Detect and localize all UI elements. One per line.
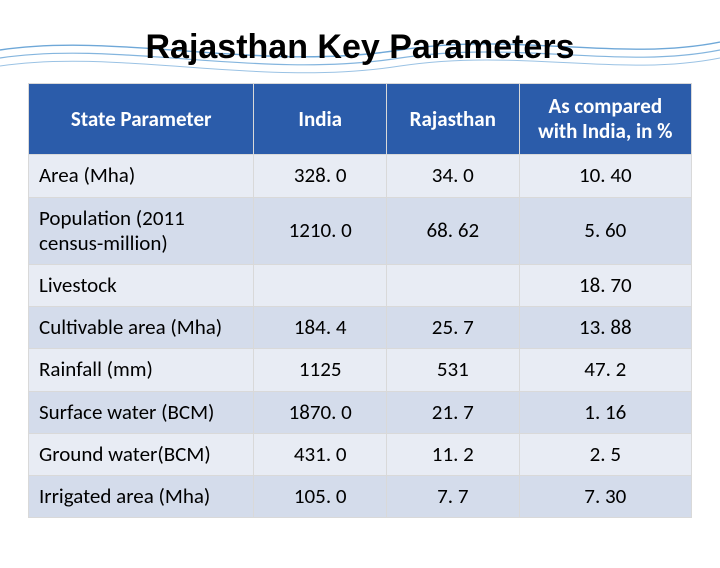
cell-rajasthan: 68. 62 [387, 197, 520, 264]
cell-param: Livestock [29, 264, 254, 306]
cell-rajasthan: 25. 7 [387, 307, 520, 349]
col-header-percent: As compared with India, in % [519, 84, 691, 155]
cell-pct: 7. 30 [519, 475, 691, 517]
cell-pct: 18. 70 [519, 264, 691, 306]
cell-india: 1870. 0 [254, 391, 387, 433]
col-header-parameter: State Parameter [29, 84, 254, 155]
cell-pct: 10. 40 [519, 155, 691, 197]
cell-rajasthan: 34. 0 [387, 155, 520, 197]
table-row: Ground water(BCM) 431. 0 11. 2 2. 5 [29, 433, 692, 475]
table-row: Surface water (BCM) 1870. 0 21. 7 1. 16 [29, 391, 692, 433]
cell-pct: 1. 16 [519, 391, 691, 433]
cell-pct: 5. 60 [519, 197, 691, 264]
cell-india: 328. 0 [254, 155, 387, 197]
cell-rajasthan: 21. 7 [387, 391, 520, 433]
cell-param: Area (Mha) [29, 155, 254, 197]
col-header-india: India [254, 84, 387, 155]
table-container: State Parameter India Rajasthan As compa… [0, 83, 720, 518]
table-row: Area (Mha) 328. 0 34. 0 10. 40 [29, 155, 692, 197]
cell-pct: 2. 5 [519, 433, 691, 475]
table-row: Irrigated area (Mha) 105. 0 7. 7 7. 30 [29, 475, 692, 517]
cell-param: Ground water(BCM) [29, 433, 254, 475]
cell-rajasthan [387, 264, 520, 306]
cell-pct: 13. 88 [519, 307, 691, 349]
cell-rajasthan: 11. 2 [387, 433, 520, 475]
cell-pct: 47. 2 [519, 349, 691, 391]
cell-param: Surface water (BCM) [29, 391, 254, 433]
cell-rajasthan: 7. 7 [387, 475, 520, 517]
table-row: Rainfall (mm) 1125 531 47. 2 [29, 349, 692, 391]
cell-india: 184. 4 [254, 307, 387, 349]
cell-india: 105. 0 [254, 475, 387, 517]
parameters-table: State Parameter India Rajasthan As compa… [28, 83, 692, 518]
cell-rajasthan: 531 [387, 349, 520, 391]
cell-param: Population (2011 census-million) [29, 197, 254, 264]
cell-param: Rainfall (mm) [29, 349, 254, 391]
cell-india [254, 264, 387, 306]
table-row: Livestock 18. 70 [29, 264, 692, 306]
cell-param: Cultivable area (Mha) [29, 307, 254, 349]
cell-india: 431. 0 [254, 433, 387, 475]
table-body: Area (Mha) 328. 0 34. 0 10. 40 Populatio… [29, 155, 692, 518]
cell-india: 1125 [254, 349, 387, 391]
table-header-row: State Parameter India Rajasthan As compa… [29, 84, 692, 155]
cell-param: Irrigated area (Mha) [29, 475, 254, 517]
col-header-rajasthan: Rajasthan [387, 84, 520, 155]
cell-india: 1210. 0 [254, 197, 387, 264]
table-row: Population (2011 census-million) 1210. 0… [29, 197, 692, 264]
table-row: Cultivable area (Mha) 184. 4 25. 7 13. 8… [29, 307, 692, 349]
page-title: Rajasthan Key Parameters [0, 28, 720, 67]
